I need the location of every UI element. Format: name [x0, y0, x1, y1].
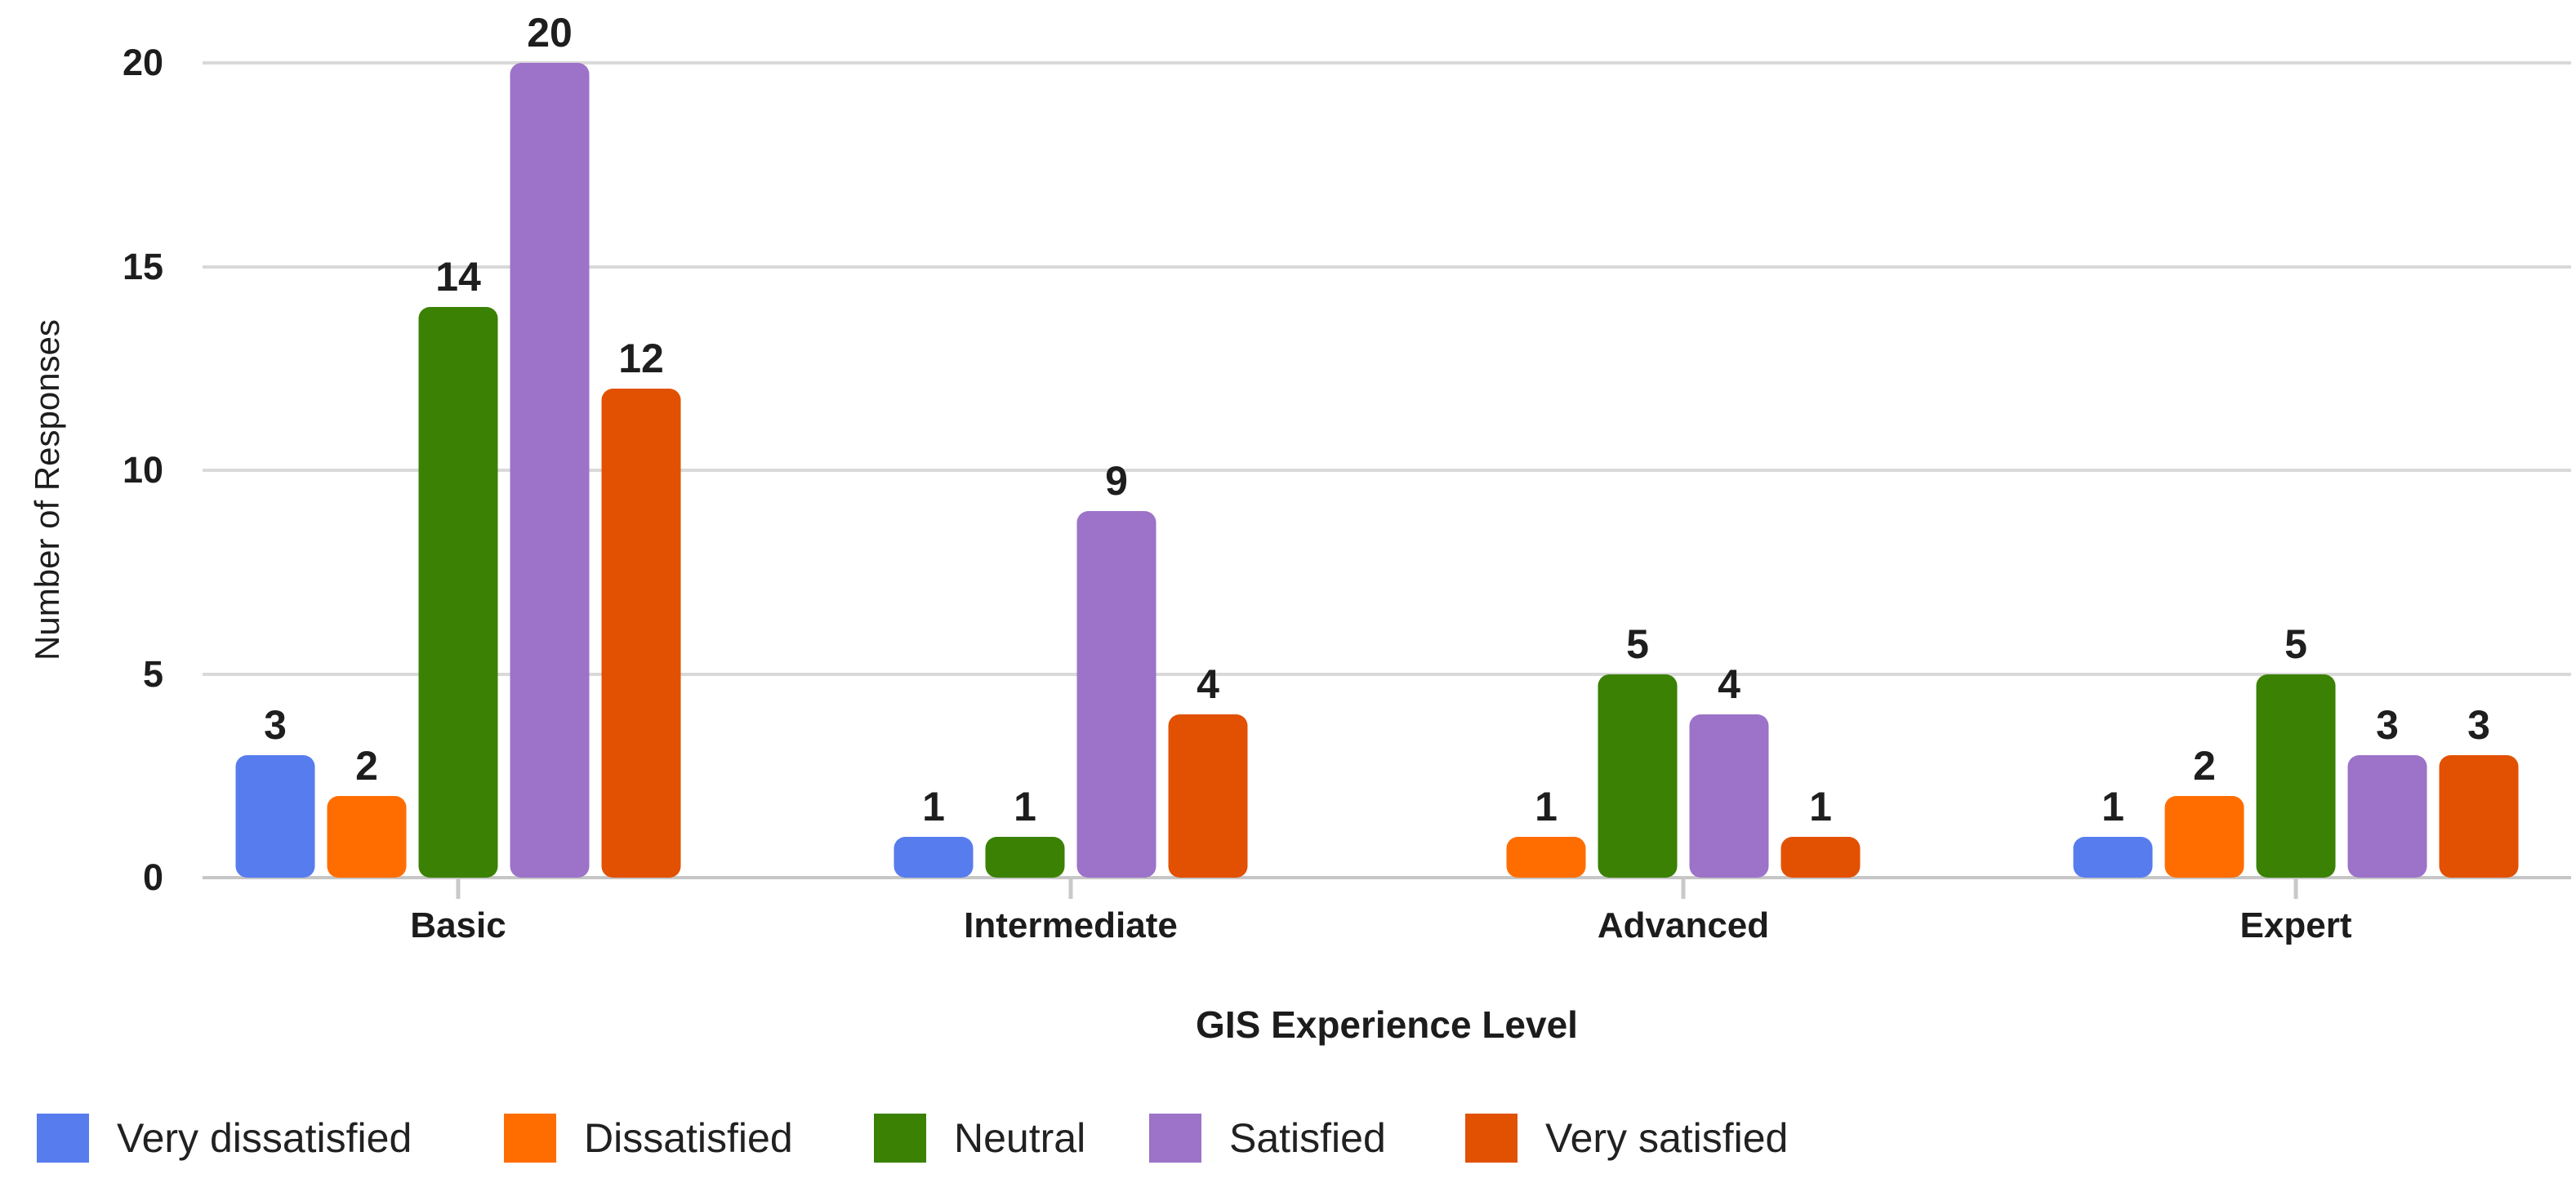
x-tick-label-basic: Basic	[410, 905, 506, 945]
bar-intermediate-neutral	[985, 837, 1065, 878]
bar-column-expert-neutral: 5	[2256, 620, 2336, 878]
bar-intermediate-very-satisfied	[1168, 714, 1248, 878]
gridline-y-15	[203, 265, 2571, 269]
plot-area: 0 5 10 15 20 3 2 14 20 12 Basic 1 1 9 4 Intermediate 1 5 4…	[123, 12, 2571, 945]
gridline-y-10	[203, 469, 2571, 472]
x-axis-title: GIS Experience Level	[1196, 1003, 1578, 1046]
legend-swatch-very-dissatisfied	[37, 1114, 89, 1163]
bar-value-label: 1	[1535, 784, 1558, 830]
bar-expert-very-satisfied	[2439, 755, 2519, 878]
legend-swatch-dissatisfied	[504, 1114, 556, 1163]
bar-advanced-satisfied	[1689, 714, 1769, 878]
bar-column-expert-satisfied: 3	[2347, 702, 2427, 878]
bar-column-intermediate-satisfied: 9	[1076, 457, 1157, 878]
bar-value-label: 3	[2376, 702, 2399, 749]
legend-label-neutral: Neutral	[954, 1115, 1086, 1161]
bar-expert-dissatisfied	[2164, 796, 2244, 878]
bar-column-advanced-very-satisfied: 1	[1780, 784, 1861, 878]
legend-item-dissatisfied: Dissatisfied	[504, 1104, 793, 1172]
bar-value-label: 5	[1626, 620, 1649, 667]
bar-column-basic-very-dissatisfied: 3	[235, 702, 315, 878]
gridline-y-5	[203, 672, 2571, 676]
bar-basic-satisfied	[510, 63, 590, 878]
bar-value-label: 1	[2101, 784, 2124, 830]
bar-intermediate-very-dissatisfied	[894, 837, 974, 878]
x-tick-label-advanced: Advanced	[1597, 905, 1770, 945]
bar-value-label: 3	[264, 702, 287, 749]
bar-basic-very-satisfied	[601, 389, 681, 878]
legend-item-neutral: Neutral	[874, 1104, 1085, 1172]
bar-value-label: 1	[1809, 784, 1832, 830]
bar-expert-neutral	[2256, 674, 2336, 878]
bar-value-label: 14	[435, 254, 481, 300]
bar-advanced-very-satisfied	[1780, 837, 1861, 878]
bar-value-label: 12	[618, 336, 664, 382]
bar-value-label: 1	[1014, 784, 1036, 830]
x-tick-label-expert: Expert	[2240, 905, 2352, 945]
bar-value-label: 20	[527, 10, 573, 56]
legend-swatch-satisfied	[1149, 1114, 1201, 1163]
bar-group-expert: 1 2 5 3 3	[2073, 620, 2519, 878]
bar-column-expert-very-satisfied: 3	[2439, 702, 2519, 878]
y-axis-title: Number of Responses	[28, 319, 66, 660]
legend-swatch-very-satisfied	[1465, 1114, 1518, 1163]
bar-advanced-neutral	[1598, 674, 1678, 878]
bar-expert-very-dissatisfied	[2073, 837, 2153, 878]
legend-item-satisfied: Satisfied	[1149, 1104, 1386, 1172]
bar-value-label: 3	[2467, 702, 2490, 749]
bar-basic-neutral	[418, 307, 498, 878]
bar-value-label: 1	[922, 784, 945, 830]
bar-value-label: 4	[1718, 661, 1740, 708]
bar-value-label: 9	[1105, 457, 1128, 504]
bar-expert-satisfied	[2347, 755, 2427, 878]
x-tick-mark-expert	[2293, 878, 2298, 899]
bar-column-advanced-dissatisfied: 1	[1506, 784, 1586, 878]
legend-swatch-neutral	[874, 1114, 926, 1163]
legend: Very dissatisfied Dissatisfied Neutral Sati…	[0, 1104, 2576, 1172]
x-tick-mark-advanced	[1681, 878, 1686, 899]
bar-column-advanced-satisfied: 4	[1689, 661, 1769, 878]
bar-value-label: 2	[2193, 743, 2216, 789]
bar-value-label: 5	[2284, 620, 2307, 667]
bar-group-basic: 3 2 14 20 12	[235, 12, 681, 878]
bar-column-advanced-neutral: 5	[1598, 624, 1678, 878]
bar-basic-very-dissatisfied	[235, 755, 315, 878]
gridline-y-20	[203, 61, 2571, 64]
bar-column-intermediate-very-dissatisfied: 1	[894, 786, 974, 878]
bar-column-basic-dissatisfied: 2	[327, 743, 407, 878]
legend-label-dissatisfied: Dissatisfied	[584, 1115, 793, 1161]
bar-column-intermediate-neutral: 1	[985, 784, 1065, 878]
x-axis-baseline	[203, 876, 2571, 879]
bar-value-label: 4	[1197, 661, 1219, 708]
bar-column-intermediate-very-satisfied: 4	[1168, 661, 1248, 878]
legend-item-very-satisfied: Very satisfied	[1465, 1104, 1788, 1172]
legend-label-very-satisfied: Very satisfied	[1545, 1115, 1789, 1161]
bar-column-expert-very-dissatisfied: 1	[2073, 784, 2153, 878]
bar-column-basic-very-satisfied: 12	[601, 336, 681, 878]
bar-advanced-dissatisfied	[1506, 837, 1586, 878]
legend-label-satisfied: Satisfied	[1229, 1115, 1386, 1161]
x-tick-mark-basic	[456, 878, 461, 899]
bar-value-label: 2	[355, 743, 378, 789]
bar-column-expert-dissatisfied: 2	[2164, 743, 2244, 878]
bar-column-basic-satisfied: 20	[510, 12, 590, 878]
legend-label-very-dissatisfied: Very dissatisfied	[117, 1115, 412, 1161]
legend-item-very-dissatisfied: Very dissatisfied	[37, 1104, 412, 1172]
x-tick-mark-intermediate	[1068, 878, 1073, 899]
bar-group-intermediate: 1 1 9 4	[894, 460, 1248, 878]
bar-basic-dissatisfied	[327, 796, 407, 878]
x-tick-label-intermediate: Intermediate	[964, 905, 1178, 945]
bar-intermediate-satisfied	[1076, 510, 1157, 878]
bar-column-basic-neutral: 14	[418, 254, 498, 878]
